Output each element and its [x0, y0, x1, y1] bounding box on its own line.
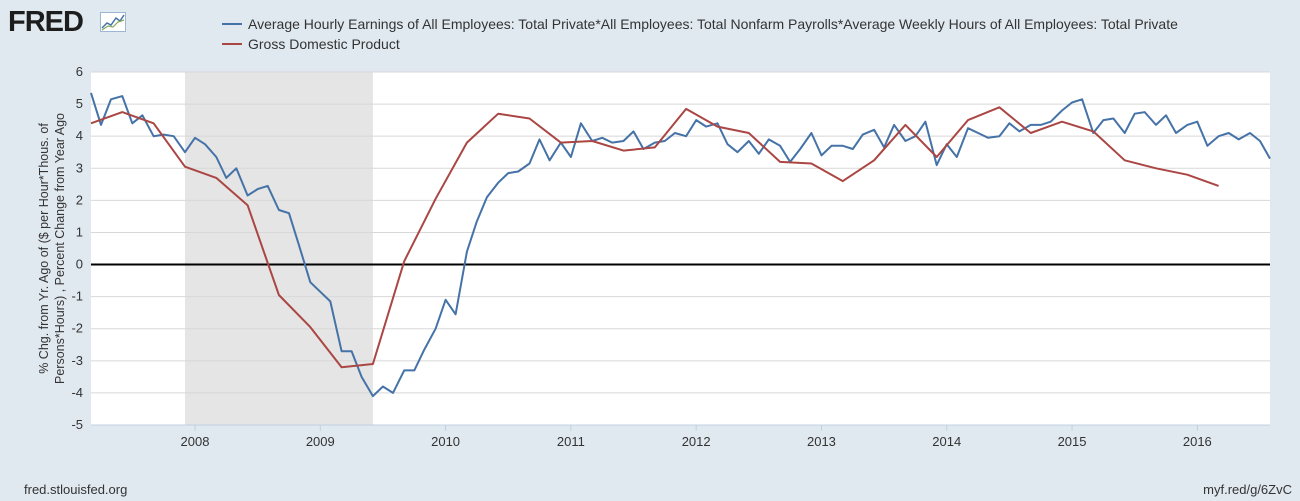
y-tick-label: 6 [76, 64, 83, 79]
legend-item-series-2[interactable]: Gross Domestic Product [222, 34, 1178, 54]
y-tick-label: 5 [76, 96, 83, 111]
fred-logo[interactable]: FRED [8, 6, 84, 39]
legend-item-series-1[interactable]: Average Hourly Earnings of All Employees… [222, 14, 1178, 34]
legend-label-series-1: Average Hourly Earnings of All Employees… [248, 16, 1178, 32]
y-tick-label: 1 [76, 224, 83, 239]
x-tick-label: 2016 [1183, 434, 1212, 449]
y-tick-label: 0 [76, 257, 83, 272]
y-tick-label: -1 [71, 289, 83, 304]
x-tick-label: 2008 [181, 434, 210, 449]
series-line-1 [90, 92, 1271, 398]
y-tick-label: -4 [71, 385, 83, 400]
x-tick-label: 2013 [807, 434, 836, 449]
y-tick-label: 4 [76, 128, 83, 143]
x-tick-label: 2014 [932, 434, 961, 449]
recession-band [184, 72, 373, 425]
x-tick-label: 2012 [682, 434, 711, 449]
x-tick-label: 2011 [557, 434, 585, 449]
chart-legend: Average Hourly Earnings of All Employees… [222, 14, 1178, 54]
footer-short-link[interactable]: myf.red/g/6ZvC [1203, 482, 1292, 497]
legend-swatch-series-2 [222, 43, 242, 45]
x-tick-label: 2015 [1058, 434, 1087, 449]
legend-swatch-series-1 [222, 23, 242, 25]
fred-graph-icon [100, 12, 126, 32]
x-tick-label: 2010 [431, 434, 460, 449]
y-tick-label: -5 [71, 417, 83, 432]
y-axis-title-line: Persons*Hours) , Percent Change from Yea… [53, 113, 67, 384]
y-tick-label: 3 [76, 160, 83, 175]
x-tick-label: 2009 [306, 434, 335, 449]
y-tick-label: -2 [71, 321, 83, 336]
fred-logo-text: FRED [8, 6, 84, 38]
y-axis-title: % Chg. from Yr. Ago of ($ per Hour*Thous… [37, 113, 67, 384]
series-line-2 [90, 106, 1219, 369]
y-tick-label: 2 [76, 192, 83, 207]
y-tick-label: -3 [71, 353, 83, 368]
legend-label-series-2: Gross Domestic Product [248, 36, 400, 52]
footer-source-link[interactable]: fred.stlouisfed.org [24, 482, 128, 497]
y-axis-title-line: % Chg. from Yr. Ago of ($ per Hour*Thous… [37, 123, 51, 374]
